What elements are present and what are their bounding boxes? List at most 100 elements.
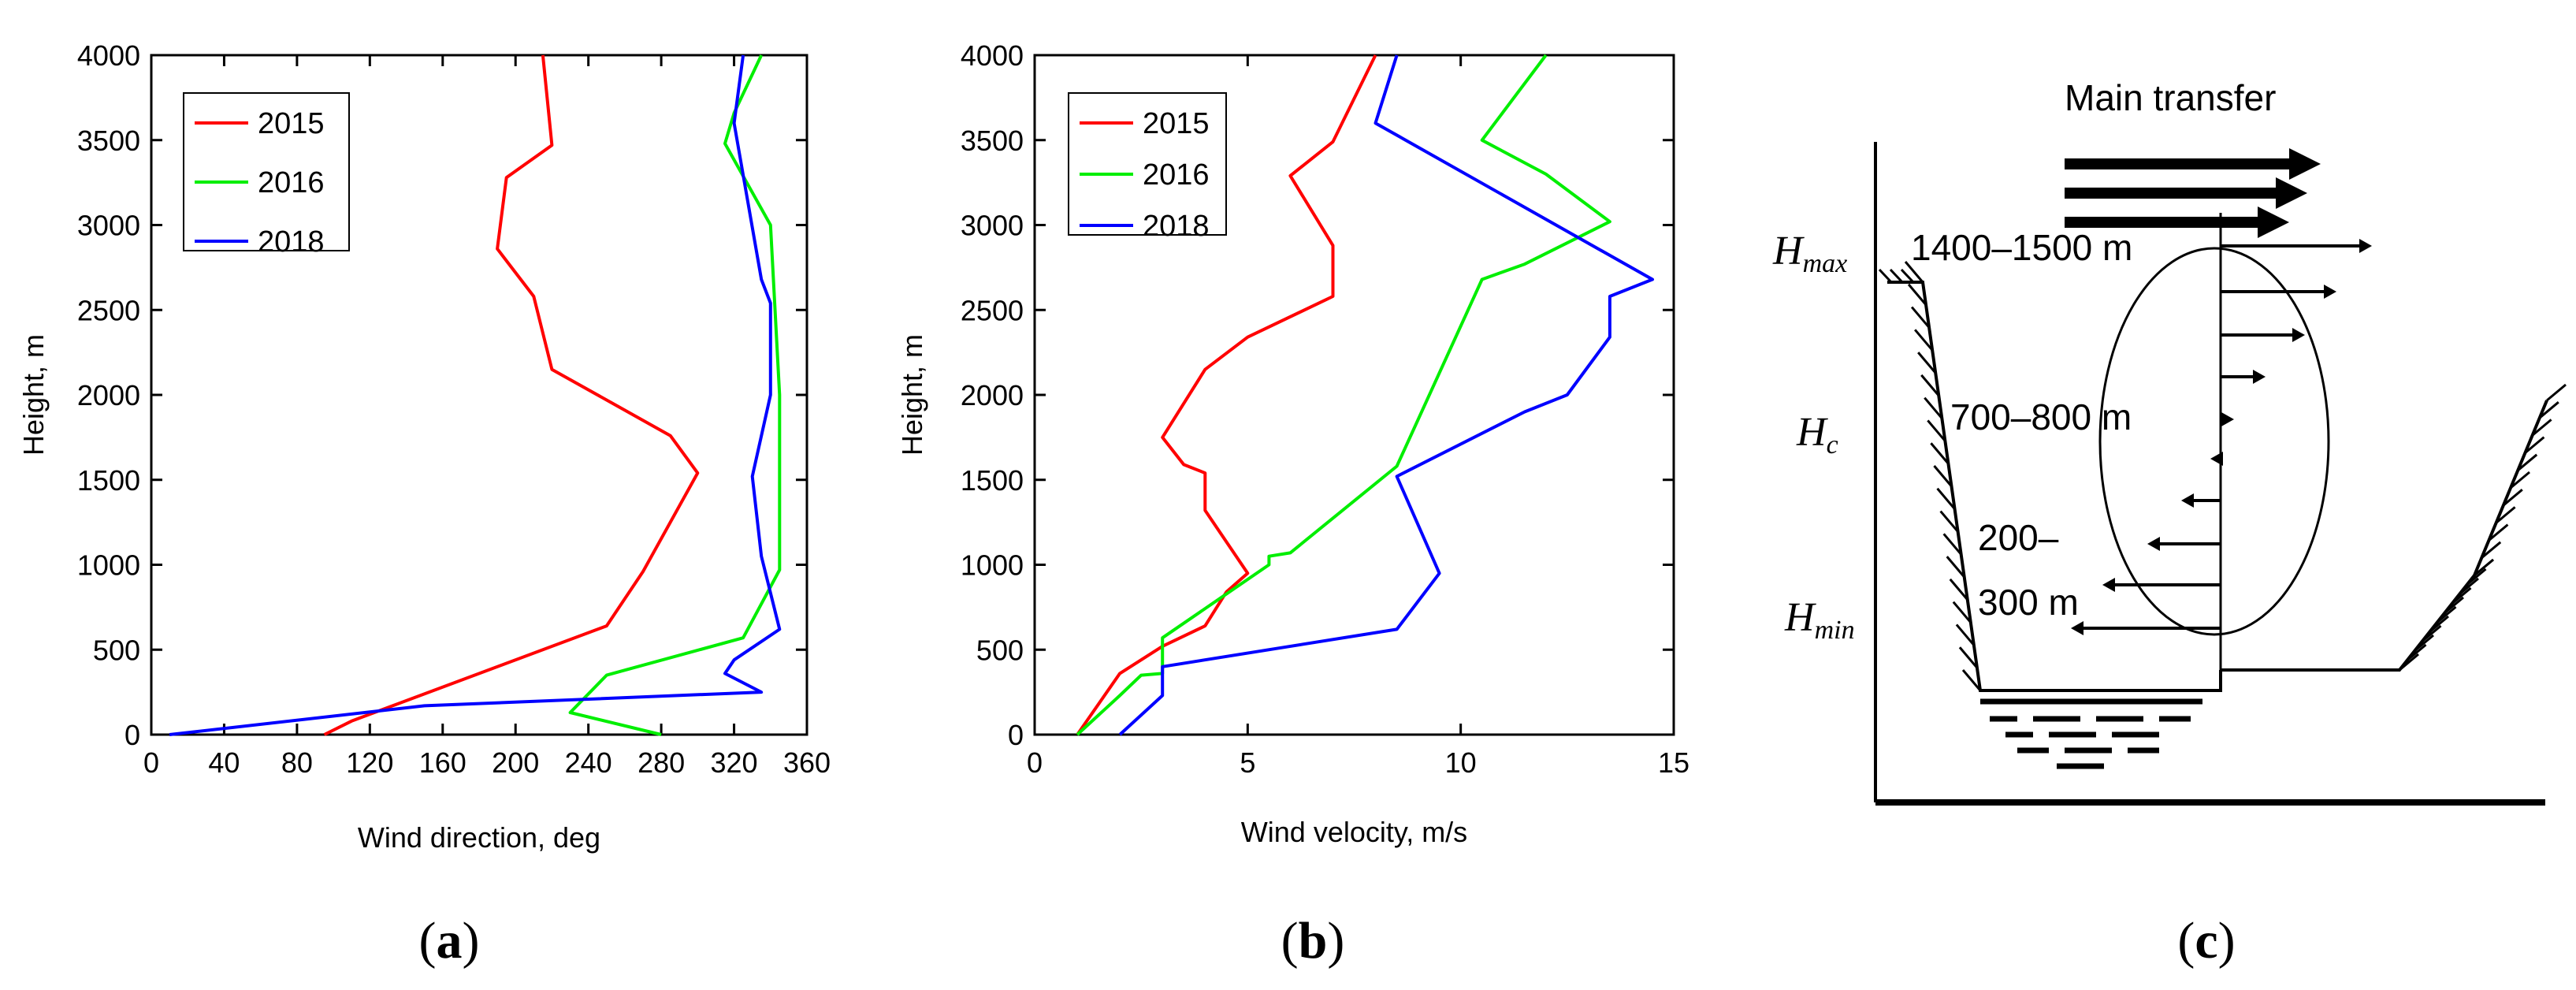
hatch-mark bbox=[1914, 329, 1934, 352]
hatch-mark bbox=[2510, 471, 2530, 489]
legend-box bbox=[1068, 92, 1227, 236]
y-tick-label: 2500 bbox=[961, 294, 1024, 326]
legend-label-2018: 2018 bbox=[258, 225, 325, 259]
y-tick-label: 0 bbox=[125, 719, 140, 751]
panel-a-wind-direction-chart: 0 40 80 120 160 200 240 280 320 360 0 500 1000 1500 20… bbox=[17, 39, 831, 854]
panel-b-wind-velocity-chart: 0 5 10 15 0 500 1000 1500 2000 2500 3000 3500 4000 Wi… bbox=[896, 39, 1689, 848]
profile-arrow-head bbox=[2221, 412, 2234, 426]
legend-box bbox=[183, 92, 350, 251]
legend-label-2016: 2016 bbox=[258, 166, 325, 199]
y-tick-label: 1000 bbox=[961, 549, 1024, 582]
hatch-mark bbox=[1900, 268, 1915, 284]
y-tick-label: 1000 bbox=[77, 549, 140, 582]
hatch-mark bbox=[2524, 436, 2545, 454]
h-min-label: Hmin bbox=[1784, 595, 1855, 645]
left-slope-hatching bbox=[1878, 261, 1982, 691]
h-c-label: Hc bbox=[1796, 410, 1838, 460]
hatch-mark bbox=[1942, 533, 1962, 556]
y-tick-label: 2000 bbox=[77, 379, 140, 411]
valley-right-slope bbox=[2221, 400, 2548, 672]
label-200: 200– bbox=[1978, 517, 2059, 558]
main-transfer-title: Main transfer bbox=[2065, 77, 2276, 118]
profile-arrow-head bbox=[2071, 621, 2083, 635]
hatch-mark bbox=[1920, 374, 1940, 396]
x-tick-label: 0 bbox=[1027, 746, 1043, 779]
legend-label-2018: 2018 bbox=[1143, 210, 1210, 243]
y-tick-label: 500 bbox=[93, 634, 140, 666]
hatch-mark bbox=[1927, 419, 1946, 442]
hatch-mark bbox=[1933, 465, 1953, 487]
profile-arrow-head bbox=[2292, 328, 2305, 342]
x-axis-title: Wind velocity, m/s bbox=[1241, 816, 1467, 848]
x-tick-label: 160 bbox=[419, 746, 467, 779]
label-1400-1500: 1400–1500 m bbox=[1911, 227, 2132, 268]
y-tick-label: 3500 bbox=[961, 125, 1024, 157]
hatch-mark bbox=[1904, 261, 1924, 283]
hatch-mark bbox=[1924, 396, 1943, 419]
hatch-mark bbox=[2414, 634, 2434, 653]
y-tick-label: 4000 bbox=[77, 39, 140, 72]
legend-label-2015: 2015 bbox=[1143, 107, 1210, 140]
profile-arrow-head bbox=[2359, 239, 2372, 253]
label-700-800: 700–800 m bbox=[1950, 396, 2132, 437]
x-tick-label: 40 bbox=[208, 746, 240, 779]
series-line-2015 bbox=[323, 54, 700, 736]
hatch-mark bbox=[1917, 352, 1937, 374]
x-tick-label: 0 bbox=[143, 746, 159, 779]
profile-arrow-head bbox=[2324, 285, 2336, 299]
hatch-mark bbox=[2429, 615, 2449, 634]
y-tick-label: 3000 bbox=[77, 210, 140, 242]
hatch-mark bbox=[1930, 442, 1950, 465]
wind-profile-arrows bbox=[2071, 239, 2372, 635]
series-line-2016 bbox=[568, 54, 782, 736]
hatch-mark bbox=[1939, 510, 1959, 533]
transfer-ellipse bbox=[2098, 247, 2330, 636]
hatch-mark bbox=[2474, 558, 2494, 577]
x-tick-label: 10 bbox=[1445, 746, 1477, 779]
profile-arrow-head bbox=[2253, 370, 2266, 384]
hatch-mark bbox=[1907, 283, 1927, 306]
hatch-mark bbox=[2451, 586, 2472, 605]
hatch-mark bbox=[1952, 601, 1972, 623]
profile-arrow-head bbox=[2147, 537, 2160, 551]
profile-arrow-head bbox=[2102, 578, 2115, 592]
hatch-mark bbox=[1961, 669, 1982, 691]
hatch-mark bbox=[2488, 523, 2509, 542]
y-axis-title: Height, m bbox=[896, 334, 928, 456]
series-line-2018 bbox=[169, 54, 782, 736]
legend-label-2016: 2016 bbox=[1143, 158, 1210, 192]
hatch-mark bbox=[2444, 596, 2464, 615]
x-tick-label: 5 bbox=[1240, 746, 1255, 779]
hatch-mark bbox=[2531, 419, 2552, 437]
hatch-mark bbox=[2459, 577, 2479, 596]
x-tick-label: 320 bbox=[711, 746, 758, 779]
hatch-mark bbox=[1955, 623, 1976, 646]
y-tick-label: 2500 bbox=[77, 294, 140, 326]
y-tick-label: 500 bbox=[976, 634, 1024, 666]
x-axis-title: Wind direction, deg bbox=[358, 821, 600, 854]
hatch-mark bbox=[2538, 401, 2559, 419]
hatch-mark bbox=[2436, 605, 2457, 624]
hatch-mark bbox=[1878, 268, 1893, 284]
panel-c-transfer-diagram: Main transfer Hmax Hc Hmin 1400–1500 m 7… bbox=[1772, 77, 2567, 806]
hatch-mark bbox=[2502, 489, 2523, 507]
x-tick-label: 240 bbox=[565, 746, 612, 779]
label-300: 300 m bbox=[1978, 582, 2079, 623]
y-tick-label: 4000 bbox=[961, 39, 1024, 72]
right-slope-hatching bbox=[2399, 383, 2567, 672]
y-tick-label: 2000 bbox=[961, 379, 1024, 411]
hatch-mark bbox=[1958, 646, 1979, 669]
hatch-mark bbox=[2421, 624, 2442, 643]
water-surface bbox=[1980, 698, 2202, 769]
h-max-label: Hmax bbox=[1772, 229, 1847, 278]
hatch-mark bbox=[2466, 568, 2487, 586]
y-tick-label: 1500 bbox=[77, 464, 140, 497]
y-tick-label: 3000 bbox=[961, 210, 1024, 242]
hatch-mark bbox=[2399, 653, 2419, 672]
y-tick-label: 3500 bbox=[77, 125, 140, 157]
hatch-mark bbox=[2546, 383, 2567, 402]
series-line-2015 bbox=[1076, 54, 1377, 736]
hatch-mark bbox=[1946, 556, 1965, 579]
hatch-mark bbox=[2517, 453, 2538, 471]
